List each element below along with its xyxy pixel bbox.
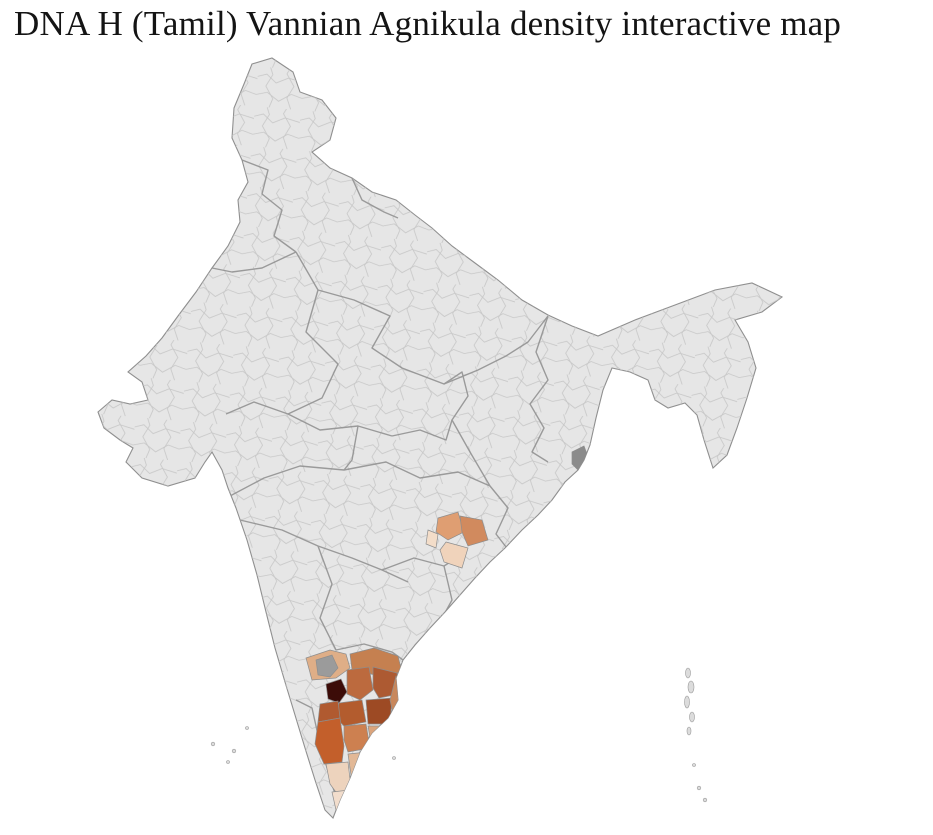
- density-district[interactable]: [439, 541, 469, 569]
- island[interactable]: [702, 797, 708, 803]
- density-districts-tamil: [305, 647, 406, 814]
- island[interactable]: [231, 748, 237, 754]
- page-title: DNA H (Tamil) Vannian Agnikula density i…: [14, 4, 842, 43]
- island[interactable]: [684, 695, 690, 709]
- density-district[interactable]: [425, 529, 439, 549]
- density-district[interactable]: [435, 511, 465, 541]
- island[interactable]: [392, 756, 396, 760]
- island[interactable]: [687, 680, 695, 694]
- andaman-islands: [684, 667, 708, 803]
- density-district[interactable]: [459, 515, 489, 547]
- urban-district[interactable]: [315, 654, 339, 678]
- island[interactable]: [686, 726, 692, 736]
- density-district[interactable]: [346, 666, 374, 701]
- island[interactable]: [689, 711, 695, 723]
- density-district[interactable]: [367, 725, 391, 751]
- island[interactable]: [696, 785, 702, 791]
- island[interactable]: [692, 763, 696, 767]
- density-districts-east: [425, 511, 489, 569]
- density-district[interactable]: [366, 749, 385, 767]
- density-district-max[interactable]: [325, 678, 348, 704]
- island[interactable]: [685, 667, 691, 679]
- island[interactable]: [210, 741, 216, 747]
- density-district[interactable]: [343, 723, 371, 753]
- state-borders: [211, 159, 549, 801]
- lakshadweep-islands: [210, 726, 396, 764]
- island[interactable]: [226, 760, 230, 764]
- island[interactable]: [245, 726, 249, 730]
- density-district[interactable]: [385, 721, 399, 749]
- density-district[interactable]: [347, 751, 368, 783]
- density-district[interactable]: [314, 717, 345, 765]
- density-district[interactable]: [365, 697, 393, 725]
